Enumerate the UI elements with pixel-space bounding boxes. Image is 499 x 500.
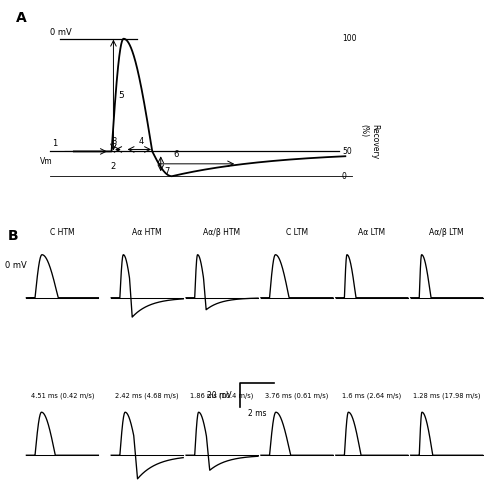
Text: 3.76 ms (0.61 m/s): 3.76 ms (0.61 m/s) [265,393,329,400]
Text: 2: 2 [111,162,116,172]
Text: 100: 100 [342,34,356,43]
Text: Aα/β HTM: Aα/β HTM [204,228,241,237]
Text: 4.51 ms (0.42 m/s): 4.51 ms (0.42 m/s) [30,393,94,400]
Text: 5: 5 [119,90,124,100]
Text: A: A [16,10,27,24]
Text: 1: 1 [52,140,57,148]
Text: 50: 50 [342,147,352,156]
Text: 1.86 ms (10.4 m/s): 1.86 ms (10.4 m/s) [190,393,254,400]
Text: Vm: Vm [40,158,52,166]
Text: C LTM: C LTM [286,228,308,237]
Text: Recovery
(%): Recovery (%) [359,124,379,159]
Text: 0: 0 [342,172,347,180]
Text: C HTM: C HTM [50,228,75,237]
Text: 2 ms: 2 ms [248,409,266,418]
Text: 1.28 ms (17.98 m/s): 1.28 ms (17.98 m/s) [413,393,481,400]
Text: 1.6 ms (2.64 m/s): 1.6 ms (2.64 m/s) [342,393,401,400]
Text: 20 mV: 20 mV [207,390,232,400]
Text: B: B [8,229,18,244]
Text: 2.42 ms (4.68 m/s): 2.42 ms (4.68 m/s) [115,393,179,400]
Text: 6: 6 [173,150,179,159]
Text: Aα LTM: Aα LTM [358,228,385,237]
Text: Aα HTM: Aα HTM [132,228,162,237]
Text: 3: 3 [111,138,117,146]
Text: 0 mV: 0 mV [5,260,27,270]
Text: 4: 4 [139,138,144,146]
Text: 0 mV: 0 mV [50,28,72,37]
Text: 7: 7 [164,167,170,176]
Text: Aα/β LTM: Aα/β LTM [429,228,464,237]
